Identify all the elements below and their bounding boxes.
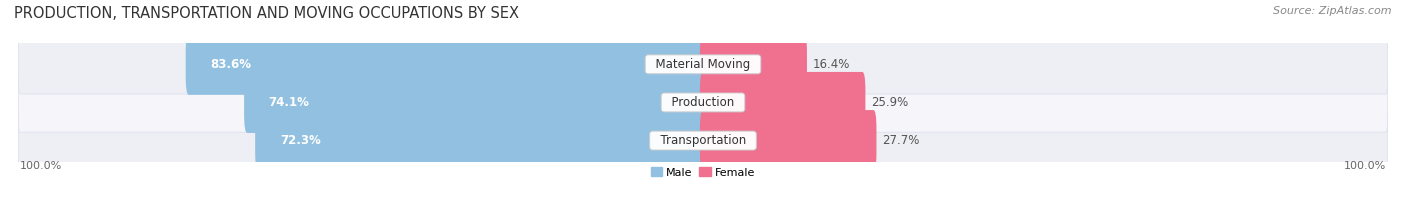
Text: 74.1%: 74.1% <box>269 96 309 109</box>
FancyBboxPatch shape <box>700 110 876 171</box>
Text: 100.0%: 100.0% <box>1344 161 1386 171</box>
Text: 72.3%: 72.3% <box>280 134 321 147</box>
Text: Production: Production <box>664 96 742 109</box>
Text: Transportation: Transportation <box>652 134 754 147</box>
Text: PRODUCTION, TRANSPORTATION AND MOVING OCCUPATIONS BY SEX: PRODUCTION, TRANSPORTATION AND MOVING OC… <box>14 6 519 21</box>
Text: 100.0%: 100.0% <box>20 161 62 171</box>
FancyBboxPatch shape <box>18 34 1388 94</box>
Legend: Male, Female: Male, Female <box>647 163 759 182</box>
Text: Material Moving: Material Moving <box>648 58 758 71</box>
Text: Source: ZipAtlas.com: Source: ZipAtlas.com <box>1274 6 1392 16</box>
Text: 27.7%: 27.7% <box>883 134 920 147</box>
Text: 25.9%: 25.9% <box>872 96 908 109</box>
FancyBboxPatch shape <box>256 110 706 171</box>
FancyBboxPatch shape <box>700 72 866 133</box>
Text: 83.6%: 83.6% <box>211 58 252 71</box>
FancyBboxPatch shape <box>18 73 1388 132</box>
FancyBboxPatch shape <box>700 34 807 95</box>
FancyBboxPatch shape <box>18 111 1388 170</box>
Text: 16.4%: 16.4% <box>813 58 851 71</box>
FancyBboxPatch shape <box>245 72 706 133</box>
FancyBboxPatch shape <box>186 34 706 95</box>
